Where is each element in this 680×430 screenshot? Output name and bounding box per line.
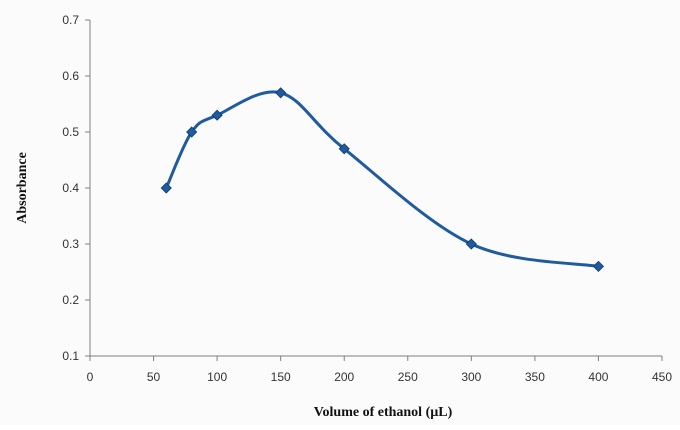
data-point-marker xyxy=(186,126,198,138)
data-point-marker xyxy=(465,238,477,250)
data-point-marker xyxy=(211,109,223,121)
data-markers xyxy=(160,87,605,272)
x-tick-label: 450 xyxy=(652,370,672,384)
x-tick-label: 300 xyxy=(461,370,481,384)
x-tick-label: 50 xyxy=(147,370,161,384)
x-tick-label: 0 xyxy=(87,370,94,384)
data-point-marker xyxy=(338,143,350,155)
y-tick-label: 0.2 xyxy=(62,293,79,307)
x-tick-label: 350 xyxy=(525,370,545,384)
y-tick-label: 0.1 xyxy=(62,349,79,363)
y-tick-label: 0.5 xyxy=(62,125,79,139)
x-axis-label: Volume of ethanol (µL) xyxy=(314,405,453,420)
y-axis-label: Absorbance xyxy=(15,152,30,224)
y-tick-label: 0.3 xyxy=(62,237,79,251)
data-point-marker xyxy=(592,260,605,272)
y-tick-label: 0.7 xyxy=(62,13,79,27)
series-line xyxy=(164,90,600,268)
x-tick-label: 100 xyxy=(207,370,227,384)
tick-labels: 0.1 0.2 0.3 0.4 0.5 0.6 0.7 0 50 100 150 200 250 300 3… xyxy=(62,13,672,384)
x-tick-label: 150 xyxy=(271,370,291,384)
x-tick-label: 200 xyxy=(334,370,354,384)
x-tick-label: 400 xyxy=(588,370,608,384)
y-tick-label: 0.6 xyxy=(62,69,79,83)
axes xyxy=(85,19,663,361)
series-layer xyxy=(164,90,600,268)
x-tick-label: 250 xyxy=(398,370,418,384)
y-tick-label: 0.4 xyxy=(62,181,79,195)
data-point-marker xyxy=(275,87,287,99)
data-point-marker xyxy=(160,182,172,194)
